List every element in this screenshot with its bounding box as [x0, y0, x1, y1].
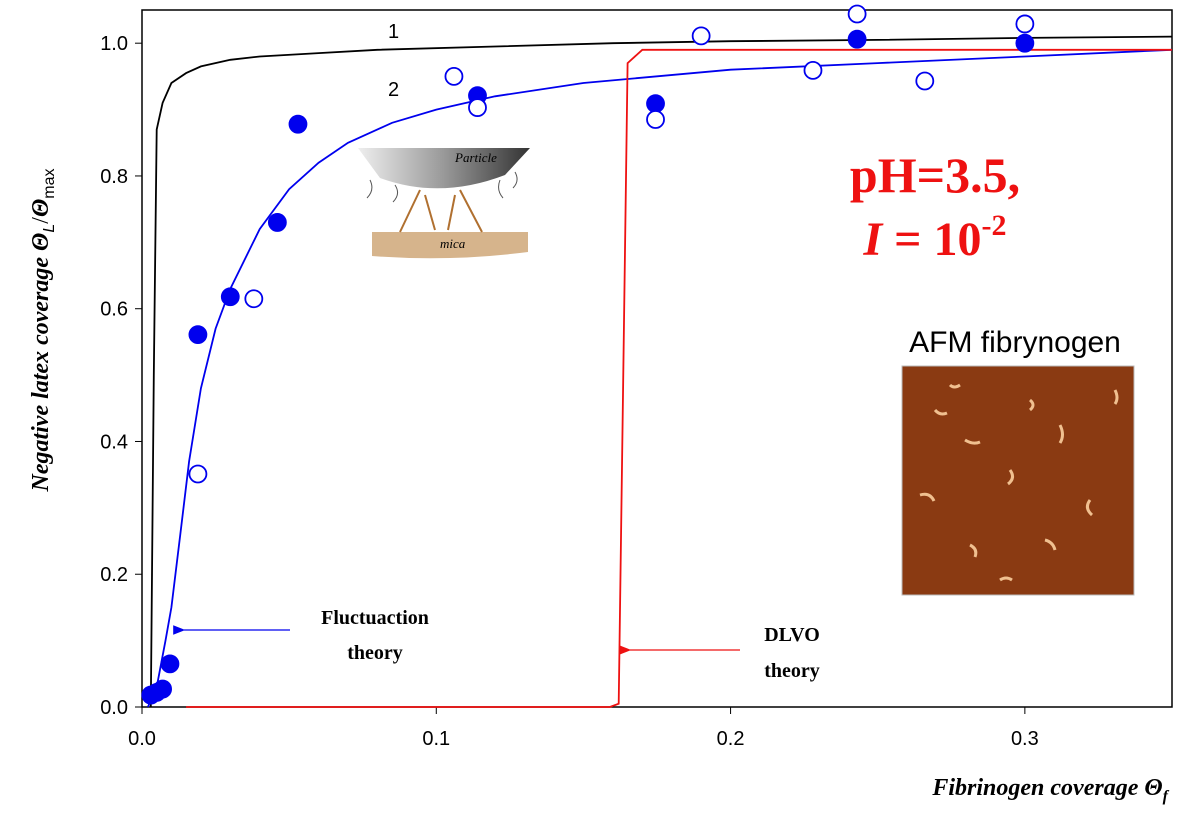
y-axis-label: Negative latex coverage ΘL/Θmax [28, 168, 58, 492]
y-tick-label: 0.8 [100, 166, 128, 188]
data-point [188, 325, 208, 345]
x-tick-label: 0.1 [422, 728, 450, 750]
y-tick-label: 0.0 [100, 697, 128, 719]
curve [149, 35, 1173, 708]
curve-label: 1 [388, 21, 399, 43]
x-tick-label: 0.0 [128, 728, 156, 750]
afm-image [901, 365, 1135, 596]
y-tick-label: 0.4 [100, 431, 128, 453]
curve [186, 48, 1172, 708]
annotation: theory [347, 642, 403, 664]
data-point [468, 98, 487, 117]
condition-exp: -2 [982, 209, 1007, 242]
y-label-sep: / [28, 217, 54, 224]
y-label-sub: L [41, 224, 58, 233]
data-point [847, 29, 867, 49]
y-label-symbol: Θ [28, 233, 54, 251]
condition: I = 10-2 [862, 209, 1006, 266]
curve-label: 2 [388, 79, 399, 101]
x-axis-label: Fibrinogen coverage Θf [931, 775, 1169, 805]
condition: pH=3.5, [850, 147, 1020, 203]
data-point [847, 4, 867, 24]
x-label-symbol: Θ [1144, 775, 1162, 801]
data-point [646, 110, 665, 129]
curve [147, 48, 1173, 708]
y-tick-label: 1.0 [100, 33, 128, 55]
x-tick-label: 0.3 [1011, 728, 1039, 750]
x-label-text: Fibrinogen coverage [931, 775, 1138, 801]
x-tick-label: 0.2 [717, 728, 745, 750]
data-point [160, 654, 180, 674]
particle-diagram: Particle mica [358, 148, 530, 259]
data-point [244, 289, 264, 309]
data-point [803, 61, 823, 80]
data-point [220, 287, 240, 307]
data-point [267, 213, 287, 232]
condition-eq: = 10 [882, 213, 981, 266]
data-point [1015, 33, 1035, 53]
data-point [288, 114, 308, 134]
plot-frame [141, 9, 1173, 708]
y-label-text: Negative latex coverage [28, 257, 54, 493]
data-point [444, 66, 464, 86]
afm-label: AFM fibrynogen [909, 326, 1121, 359]
diagram-label: mica [440, 236, 466, 251]
x-label-sub: f [1163, 788, 1170, 805]
y-tick-label: 0.2 [100, 564, 128, 586]
data-point [915, 71, 935, 91]
condition-symbol: I [862, 213, 884, 266]
y-tick-label: 0.6 [100, 299, 128, 321]
data-point [691, 26, 711, 46]
data-point [153, 679, 173, 699]
data-point [188, 464, 208, 484]
y-label-symbol: Θ [28, 199, 54, 217]
annotation: DLVO [764, 624, 820, 646]
annotation: theory [764, 660, 820, 682]
y-label-sub: max [41, 168, 58, 198]
data-point [646, 94, 665, 113]
data-point [1015, 14, 1035, 34]
annotation: Fluctuaction [321, 607, 429, 629]
diagram-label: Particle [454, 150, 497, 165]
